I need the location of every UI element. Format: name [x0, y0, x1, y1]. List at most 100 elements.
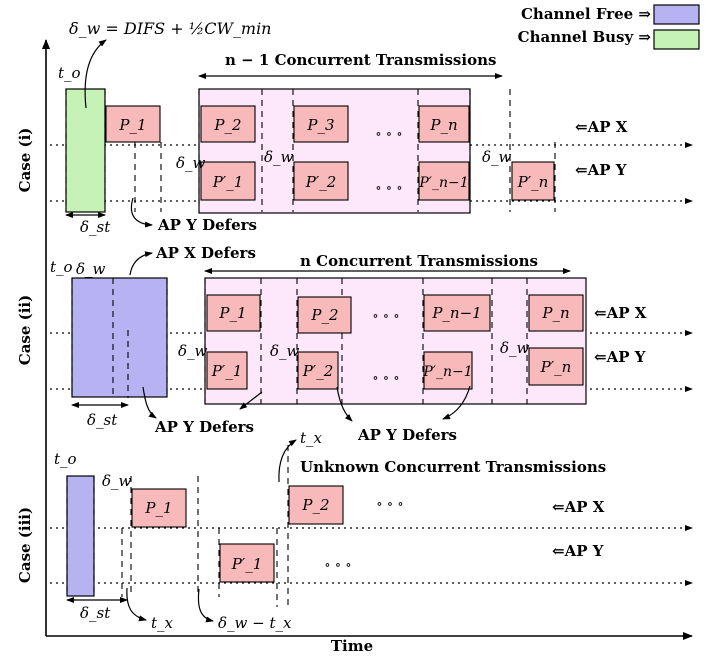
case-ii-ap-x: ⇐AP X	[594, 304, 647, 322]
case-ii-defer-y1-arrow	[142, 386, 157, 419]
case-iii-tx-bottom-arrow	[126, 587, 147, 622]
case-ii-defer-y2-arrow-a	[239, 391, 263, 410]
case-iii-packet-x-1-label: P_1	[144, 499, 172, 517]
case-i-delta-w-1: δ_w	[176, 154, 206, 172]
case-ii-packet-y-1	[206, 351, 248, 390]
case-i-ap-x: ⇐AP X	[575, 118, 628, 136]
case-ii-delta-w-3: δ_w	[500, 339, 530, 357]
case-i-packet-y-n	[511, 161, 555, 201]
case-ii-delta-st: δ_st	[87, 411, 118, 429]
case-iii-ap-x: ⇐AP X	[552, 498, 605, 516]
case-i-packet-y-2-label: P′_2	[305, 173, 337, 191]
case-i-ap-y: ⇐AP Y	[575, 161, 627, 179]
case-i-packet-y-1-label: P′_1	[212, 173, 244, 191]
case-ii-defer-y1: AP Y Defers	[154, 418, 254, 436]
case-iii-tx-top: t_x	[300, 429, 323, 447]
case-i-delta-w-3: δ_w	[482, 148, 512, 166]
legend-busy-swatch	[653, 29, 700, 50]
case-iii-packet-y-1-label: P′_1	[231, 555, 263, 573]
case-i-concurrent-label: n − 1 Concurrent Transmissions	[225, 51, 496, 69]
case-i-packet-x-3	[293, 105, 349, 143]
case-i-busy-period	[65, 88, 106, 213]
case-ii-slot-dividers	[71, 278, 528, 404]
case-ii-concurrent-region	[204, 277, 587, 405]
case-ii: Case (ii) t_o δ_w δ_st AP X Defers n Con…	[16, 244, 693, 444]
case-i-packet-x-2-label: P_2	[213, 116, 241, 134]
case-i-packet-x-3-label: P_3	[306, 116, 334, 134]
case-iii-packet-y-1	[219, 543, 275, 583]
case-ii-defer-y2: AP Y Defers	[357, 426, 457, 444]
case-i-defer-arrow	[130, 197, 153, 228]
case-ii-t0: t_o	[50, 258, 73, 276]
case-ii-dots-x: ∘ ∘ ∘	[372, 309, 399, 324]
case-i-formula-arrow	[84, 39, 107, 109]
case-ii-delta-w-1: δ_w	[178, 342, 208, 360]
case-ii-ap-y: ⇐AP Y	[594, 348, 646, 366]
case-ii-packet-x-n1-label: P_n−1	[431, 304, 481, 322]
case-ii-packet-y-2	[297, 351, 339, 390]
case-i-packet-y-n1	[418, 161, 470, 201]
case-i-delta-st: δ_st	[80, 218, 111, 236]
case-ii-packet-x-2	[297, 296, 352, 334]
case-iii-delta-st: δ_st	[80, 604, 111, 622]
case-ii-packet-y-n1-label: P′_n−1	[422, 364, 472, 380]
case-iii-unknown-label: Unknown Concurrent Transmissions	[300, 458, 606, 476]
case-iii-tx-top-arrow	[278, 439, 297, 483]
case-i-t0: t_o	[58, 64, 81, 82]
case-iii-label: Case (iii)	[16, 507, 34, 583]
case-ii-packet-x-n-label: P_n	[541, 304, 569, 322]
case-iii-dw-minus-tx: δ_w − t_x	[218, 614, 292, 632]
case-ii-packet-y-n-label: P′_n	[540, 358, 572, 376]
case-iii-tx-bottom: t_x	[151, 614, 174, 632]
case-i-packet-x-1	[105, 105, 161, 143]
case-ii-dots-y: ∘ ∘ ∘	[372, 371, 399, 386]
legend-free-swatch	[653, 4, 700, 25]
case-i-slot-dividers	[65, 89, 556, 212]
case-ii-packet-x-1	[206, 294, 261, 332]
case-ii-defer-y2-arrow-b	[336, 386, 353, 422]
case-ii-packet-y-2-label: P′_2	[302, 362, 334, 380]
case-i-packet-x-n-label: P_n	[429, 116, 457, 134]
case-iii: Case (iii) t_o δ_w δ_st P_1 P_2 P′_1 ∘ ∘…	[16, 429, 693, 632]
case-i-packet-y-n-label: P′_n	[517, 173, 549, 191]
case-i-packet-x-1-label: P_1	[118, 116, 146, 134]
x-axis-label: Time	[331, 637, 373, 655]
case-i-packet-y-2	[293, 161, 349, 201]
case-ii-delta-w-0: δ_w	[76, 260, 106, 278]
case-iii-dots-x: ∘ ∘ ∘	[376, 497, 403, 512]
case-ii-packet-x-2-label: P_2	[310, 306, 338, 324]
case-i-defer-y: AP Y Defers	[157, 216, 257, 234]
case-ii-label: Case (ii)	[16, 295, 34, 365]
case-ii-concurrent-label: n Concurrent Transmissions	[300, 252, 538, 270]
formula-label: δ_w = DIFS + ½CW_min	[69, 19, 271, 38]
case-i-dots-y: ∘ ∘ ∘	[375, 181, 402, 196]
case-i: Case (i) t_o δ_st n − 1 Concurrent Trans…	[16, 39, 693, 236]
case-iii-ap-y: ⇐AP Y	[552, 542, 604, 560]
case-iii-t0: t_o	[54, 450, 77, 468]
case-iii-packet-x-2-label: P_2	[301, 496, 329, 514]
legend-free-label: Channel Free ⇒	[521, 5, 651, 23]
case-iii-slot-dividers	[66, 445, 289, 607]
case-i-dots-x: ∘ ∘ ∘	[375, 127, 402, 142]
case-iii-packet-x-1	[131, 488, 187, 528]
case-ii-packet-x-n1	[423, 294, 491, 332]
case-i-label: Case (i)	[16, 128, 34, 193]
case-iii-packet-x-2	[288, 485, 344, 525]
case-ii-defer-y2-arrow-c	[442, 385, 471, 420]
case-ii-delta-w-2: δ_w	[270, 342, 300, 360]
legend-busy-label: Channel Busy ⇒	[518, 28, 652, 46]
case-ii-packet-y-n1	[423, 351, 473, 390]
case-i-delta-w-2: δ_w	[264, 148, 294, 166]
case-i-packet-y-1	[200, 161, 256, 201]
case-iii-delta-w: δ_w	[102, 472, 132, 490]
case-ii-defer-x-arrow	[129, 251, 153, 276]
case-ii-packet-y-1-label: P′_1	[211, 362, 243, 380]
case-i-packet-x-2	[200, 105, 256, 143]
case-ii-packet-x-1-label: P_1	[218, 304, 246, 322]
case-ii-defer-x: AP X Defers	[155, 244, 256, 262]
case-i-packet-x-n	[418, 105, 470, 143]
case-iii-dw-arrow	[197, 588, 214, 623]
case-iii-free-period	[66, 475, 95, 597]
case-ii-packet-y-n	[528, 347, 584, 386]
